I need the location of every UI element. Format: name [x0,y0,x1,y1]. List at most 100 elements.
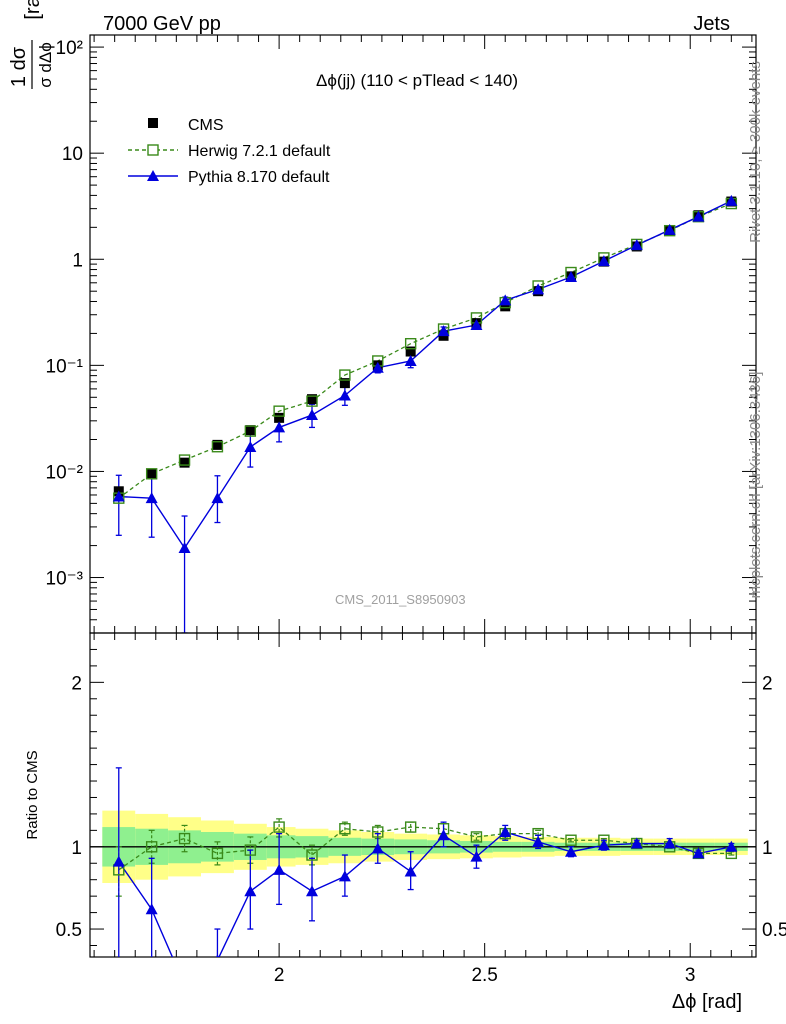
herwig-point [306,395,318,407]
ratio-pythia-point [470,850,483,862]
legend-marker-pythia [147,170,159,181]
cms-point [405,346,416,357]
ratio-pythia-point [112,855,125,867]
ratio-panel: 2 2.5 3 0.5 0.5 1 1 2 2 [56,632,786,990]
ratio-pythia-point [306,885,318,897]
ratio-pythia-point [179,979,191,990]
x-axis-label: Δϕ [rad] [672,991,742,1013]
pythia-point [532,283,545,295]
cms-point [274,412,285,423]
pythia-point [663,223,676,235]
ratio-herwig-point [244,844,257,856]
herwig-point [404,337,417,350]
main-y-tick-label: 10⁻¹ [46,356,84,377]
pythia-point [211,492,224,504]
ratio-herwig-point [178,832,191,845]
ratio-pythia-point [244,885,257,897]
x-tick-label: 2.5 [471,965,497,986]
legend-label-pythia: Pythia 8.170 default [188,169,330,186]
ratio-y-tick-label-right: 1 [762,838,773,859]
ratio-pythia-point [725,840,738,852]
header-left: 7000 GeV pp [103,13,221,35]
ratio-y-tick-label-right: 2 [762,673,773,694]
ratio-y-tick-label: 1 [71,838,82,859]
main-y-tick-label: 10² [56,38,83,59]
ratio-herwig-point [211,847,224,860]
pythia-point [597,255,610,267]
legend-label-herwig: Herwig 7.2.1 default [188,143,331,160]
herwig-point [211,441,224,453]
ratio-herwig-point [273,821,285,833]
pythia-line [118,200,732,550]
pythia-point [725,194,738,206]
pythia-point [371,361,384,373]
cms-point [245,425,256,436]
ratio-herwig-point [306,849,318,861]
pythia-point [565,271,577,283]
ratio-pythia-point [663,837,676,849]
ratio-pythia-point [145,903,158,915]
main-y-tick-label: 10⁻² [46,462,84,483]
ratio-pythia-point [499,826,512,838]
legend-marker-cms [148,118,158,128]
cms-point [500,301,511,312]
ratio-pythia-point [565,845,577,857]
pythia-point [306,409,318,421]
cms-point [307,394,317,405]
pythia-point [692,210,705,222]
ratio-y-tick-label-right: 0.5 [762,920,786,941]
pythia-point [499,294,512,306]
legend-label-cms: CMS [188,117,224,134]
pythia-point [145,492,158,504]
pythia-point [630,239,643,251]
ratio-pythia-point [692,847,705,859]
ratio-herwig-point [470,831,483,843]
herwig-point [178,454,191,466]
cms-point [212,439,223,450]
y-label-unit: [rad⁻¹] [22,0,44,20]
ratio-pythia-point [630,837,643,849]
pythia-point [112,490,125,502]
y-label-numerator: 1 dσ [8,46,30,87]
ratio-pythia-point [437,829,450,841]
ratio-herwig-point [404,821,417,833]
ratio-pythia-point [597,839,610,851]
legend: CMS Herwig 7.2.1 default Pythia 8.170 de… [128,117,331,186]
ratio-frame [89,632,757,958]
ratio-pythia-point [371,842,384,854]
ratio-pythia-point [338,870,351,882]
pythia-point [273,421,286,433]
ratio-y-axis-label: Ratio to CMS [24,750,41,839]
ratio-y-tick-label: 2 [71,673,82,694]
herwig-point [273,405,285,417]
main-series [112,194,738,633]
cms-point [339,378,350,389]
main-y-axis-label: 1 dσ σ dΔϕ [rad⁻¹] [8,0,55,89]
ratio-y-tick-label: 0.5 [56,920,82,941]
y-label-denominator: σ dΔϕ [36,42,55,88]
pythia-point [338,389,351,401]
ratio-pythia-point [215,954,219,957]
main-panel: 10⁻³ 10⁻² 10⁻¹ 1 10 10² [46,34,757,634]
pythia-point [178,541,191,553]
x-tick-label: 2 [274,965,285,986]
header-right: Jets [693,13,730,35]
herwig-point [339,369,351,381]
pythia-point [437,325,450,337]
pythia-point [244,440,257,452]
main-chart-title: Δϕ(jj) (110 < pTlead < 140) [316,71,518,90]
ratio-pythia-point [532,835,545,847]
cms-point [146,468,157,479]
ratio-pythia-point [273,863,286,875]
main-y-tick-label: 1 [72,250,83,271]
main-y-tick-label: 10 [62,144,83,165]
ratio-herwig-point [339,823,351,835]
ratio-series [90,767,756,990]
legend-marker-herwig [147,144,159,156]
ratio-pythia-point [404,865,417,877]
x-tick-label: 3 [685,965,696,986]
herwig-point [244,425,257,437]
cms-point [179,457,190,468]
analysis-watermark: CMS_2011_S8950903 [335,592,466,607]
pythia-point [470,319,483,331]
